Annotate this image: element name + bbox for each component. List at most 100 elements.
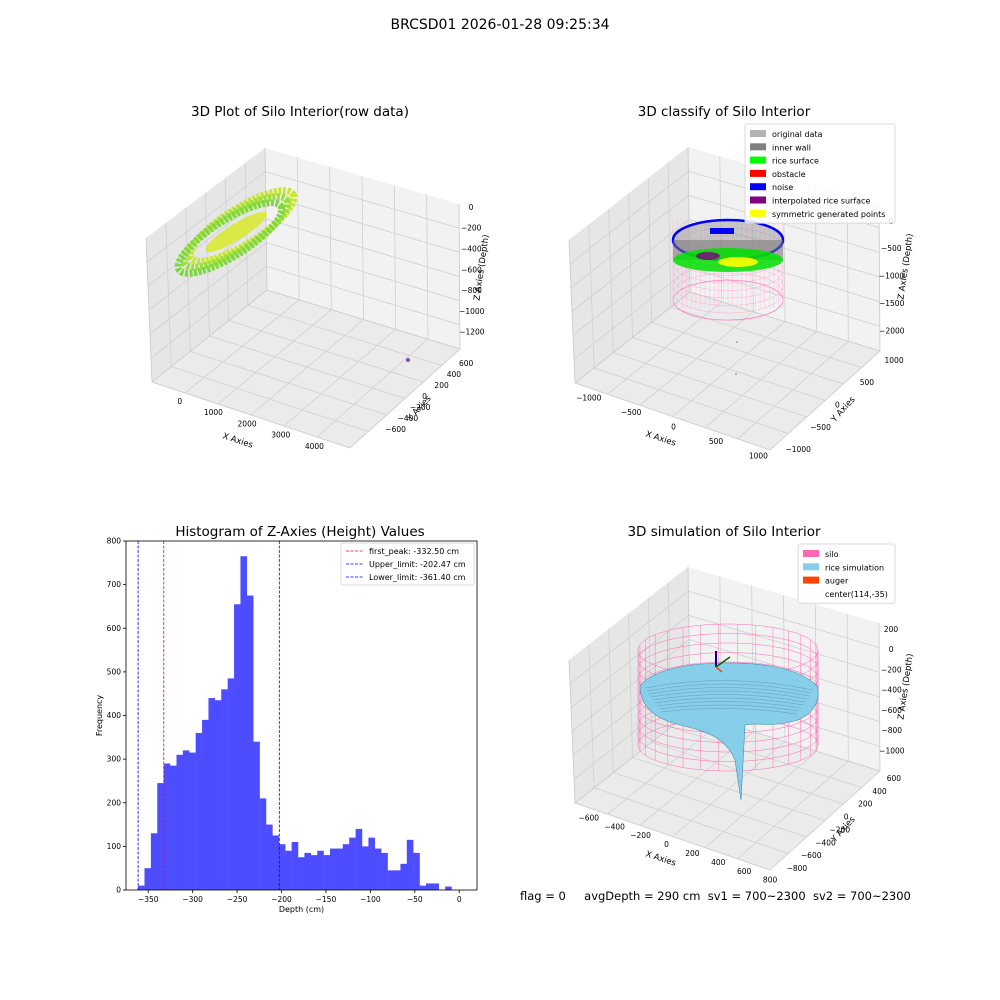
cls-legend-label: inner wall: [772, 143, 811, 152]
raw-edge: [151, 381, 351, 449]
histogram-bar: [278, 844, 286, 890]
histogram-bar: [189, 752, 196, 890]
sim-y-tick-label: 600: [887, 774, 902, 783]
cls-legend-swatch: [750, 196, 766, 204]
histogram-plot: −350 −300 −250 −200 −150 −100 −50 0 0 100 200 300 40…: [95, 537, 478, 914]
sim-z-tick-label: −200: [881, 665, 902, 674]
sim-y-tick-label: −600: [801, 851, 822, 860]
cls-noise-block: [710, 228, 734, 234]
status-footer: flag = 0 avgDepth = 290 cm sv1 = 700~230…: [520, 889, 911, 903]
histogram-bar: [349, 837, 356, 890]
cls-edge: [878, 202, 881, 352]
chart-title-classify-3d: 3D classify of Silo Interior: [637, 104, 811, 120]
sim-x-tick-label: −600: [578, 813, 599, 822]
sv2-text: sv2 = 700~2300: [812, 889, 911, 903]
cls-legend-swatch: [750, 143, 766, 151]
sim-z-tick-label: −600: [881, 706, 902, 715]
cls-edge: [769, 350, 881, 451]
cls-legend-swatch: [750, 130, 766, 137]
histogram-bar: [304, 852, 312, 890]
sim-surface-mesh: [648, 687, 810, 697]
raw-y-tick-label: 200: [434, 381, 449, 390]
sim-legend-label: silo: [825, 550, 839, 559]
sim-x-axis-label: X Axies: [644, 849, 677, 868]
cls-y-tick-label: 0: [835, 401, 840, 410]
sim-z-tick-label: −400: [881, 686, 902, 695]
figure-title: BRCSD01 2026-01-28 09:25:34: [390, 17, 610, 33]
sim-z-tick-label: 200: [884, 625, 899, 634]
histogram-bar: [144, 868, 152, 890]
raw-y-tick-label: −600: [385, 425, 406, 434]
histogram-bar: [221, 689, 228, 890]
cls-edge: [568, 239, 576, 384]
chart-title-simulation-3d: 3D simulation of Silo Interior: [627, 524, 821, 540]
sim-edge: [769, 770, 881, 871]
histogram-x-tick-label: −250: [227, 895, 248, 904]
sim-x-tick-label: 200: [685, 849, 700, 858]
sim-legend-swatch: [803, 563, 819, 571]
sim-legend-frame: [797, 543, 896, 604]
sim-z-tick-label: −1000: [879, 746, 905, 755]
histogram-bar: [330, 848, 337, 890]
raw-point-ring: [180, 193, 292, 271]
histogram-bar: [202, 719, 209, 890]
histogram-x-tick-label: −150: [316, 895, 337, 904]
sim-surface-mesh: [650, 690, 808, 700]
histogram-bar: [157, 783, 164, 890]
sim-y-tick-label: −200: [830, 825, 851, 834]
histogram-x-tick-label: −50: [407, 895, 423, 904]
histogram-x-tick-label: 0: [457, 895, 462, 904]
raw-axes: 0 1000 2000 3000 4000 −600 −400 −200 0 200 400 600 0…: [145, 147, 492, 451]
histogram-bar: [432, 883, 439, 890]
raw-grid: [247, 304, 442, 366]
cls-stray-point: [736, 341, 738, 343]
histogram-bar: [227, 678, 235, 890]
sim-surface-mesh: [646, 683, 812, 694]
raw-outlier-point: [406, 358, 410, 362]
chart-title-histogram: Histogram of Z-Axies (Height) Values: [175, 524, 425, 540]
histogram-bar: [317, 850, 324, 890]
sim-surface-mesh: [658, 704, 800, 712]
histogram-bar: [163, 763, 171, 890]
histogram-y-tick-label: 200: [107, 798, 122, 807]
cls-pane-floor: [575, 292, 880, 450]
histogram-y-tick-label: 0: [116, 886, 121, 895]
histogram-bar: [298, 857, 305, 890]
raw-edge: [349, 348, 461, 449]
sim-y-tick-label: −800: [787, 864, 808, 873]
raw-point-cluster: [205, 211, 267, 253]
raw-x-tick-label: 1000: [204, 408, 223, 417]
histogram-legend-label: first_peak: -332.50 cm: [369, 547, 459, 556]
sim-rice-surface: [639, 662, 819, 801]
histogram-y-tick-label: 700: [107, 580, 122, 589]
histogram-x-axis-label: Depth (cm): [279, 905, 324, 914]
histogram-bar: [336, 848, 344, 890]
cls-legend: original data inner wall rice surface obsta…: [744, 123, 896, 224]
cls-interpolated-points: [696, 252, 720, 260]
sim-x-tick-label: 0: [664, 840, 669, 849]
sim-legend-label: auger: [825, 577, 849, 586]
histogram-legend-label: Upper_limit: -202.47 cm: [369, 560, 466, 569]
cls-z-tick-label: −2000: [879, 326, 905, 335]
histogram-y-axis-label: Frequency: [95, 695, 104, 737]
histogram-bar: [291, 842, 299, 890]
cls-z-tick-label: −1000: [879, 272, 905, 281]
raw-point-ring: [174, 199, 286, 277]
histogram-bar: [234, 604, 241, 890]
sim-x-tick-label: 400: [711, 858, 726, 867]
cls-symmetric-points: [718, 257, 758, 267]
raw-edge: [266, 289, 461, 350]
sim-y-tick-label: 0: [844, 813, 849, 822]
sim-center-axis: [715, 656, 731, 668]
histogram-bar: [266, 824, 273, 890]
raw-z-tick-label: −400: [461, 244, 482, 253]
raw-y-tick-label: 0: [422, 392, 427, 401]
sim-legend-swatch: [803, 576, 819, 584]
sim-legend-swatch: [803, 550, 819, 557]
sim-y-tick-label: 200: [858, 800, 873, 809]
cls-x-tick-label: 1000: [749, 452, 768, 461]
cls-legend-label: obstacle: [772, 170, 806, 179]
sim-surface-mesh: [656, 701, 802, 709]
histogram-bar: [394, 870, 401, 890]
histogram-y-tick-label: 800: [107, 537, 122, 546]
